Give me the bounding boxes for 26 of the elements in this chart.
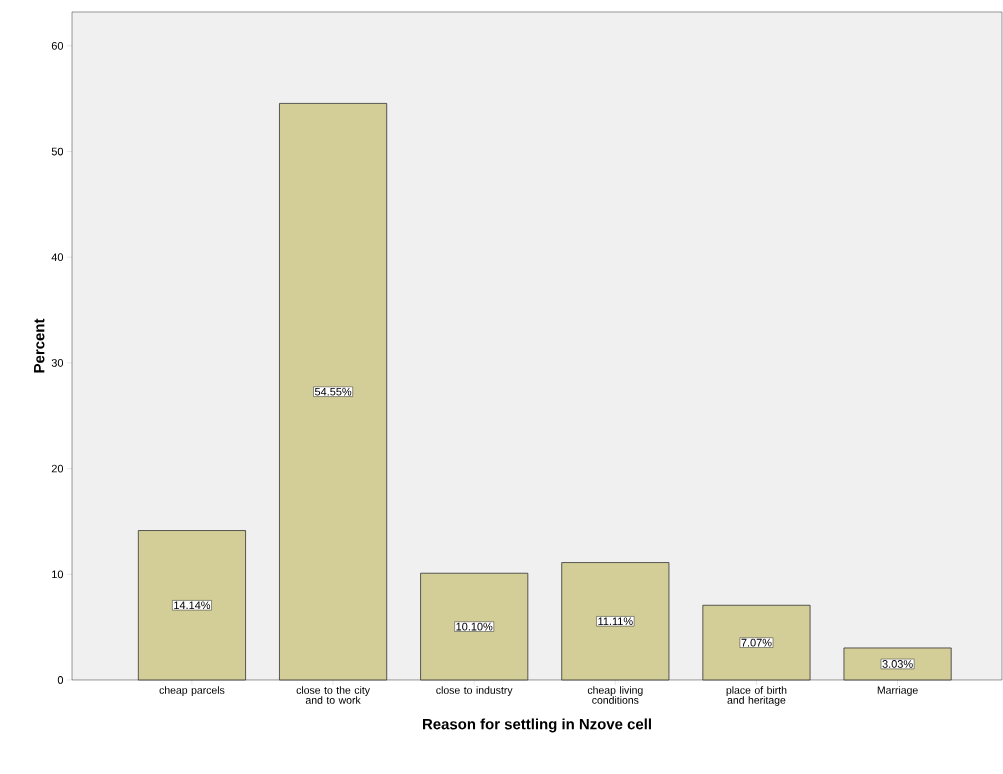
y-tick-label: 50 xyxy=(51,147,64,156)
data-label: 7.07% xyxy=(741,638,772,647)
bar xyxy=(561,562,670,681)
bar xyxy=(420,572,529,681)
x-tick-label: cheap parcels xyxy=(159,686,225,696)
y-tick-label: 40 xyxy=(51,253,64,262)
data-label: 14.14% xyxy=(174,601,211,610)
y-tick-label: 0 xyxy=(57,676,64,684)
x-tick-label: place of birth and heritage xyxy=(726,686,787,706)
data-label: 10.10% xyxy=(456,622,493,631)
x-tick-label: Marriage xyxy=(877,686,918,696)
x-tick-label: close to industry xyxy=(436,686,513,696)
data-label: 3.03% xyxy=(882,660,913,668)
y-axis-title: Percent xyxy=(34,318,45,373)
bar xyxy=(137,530,246,681)
x-tick-label: cheap living conditions xyxy=(587,686,643,704)
x-tick-label: close to the city and to work xyxy=(296,686,370,704)
data-label: 54.55% xyxy=(314,387,352,396)
y-tick-label: 60 xyxy=(51,41,64,50)
data-label: 11.11% xyxy=(598,617,633,626)
x-axis-title: Reason for settling in Nzove cell xyxy=(423,718,651,733)
bar xyxy=(279,103,388,681)
bar xyxy=(702,604,811,681)
y-tick-label: 30 xyxy=(51,359,64,367)
y-tick-label: 20 xyxy=(51,464,64,473)
y-tick-label: 10 xyxy=(52,570,64,579)
